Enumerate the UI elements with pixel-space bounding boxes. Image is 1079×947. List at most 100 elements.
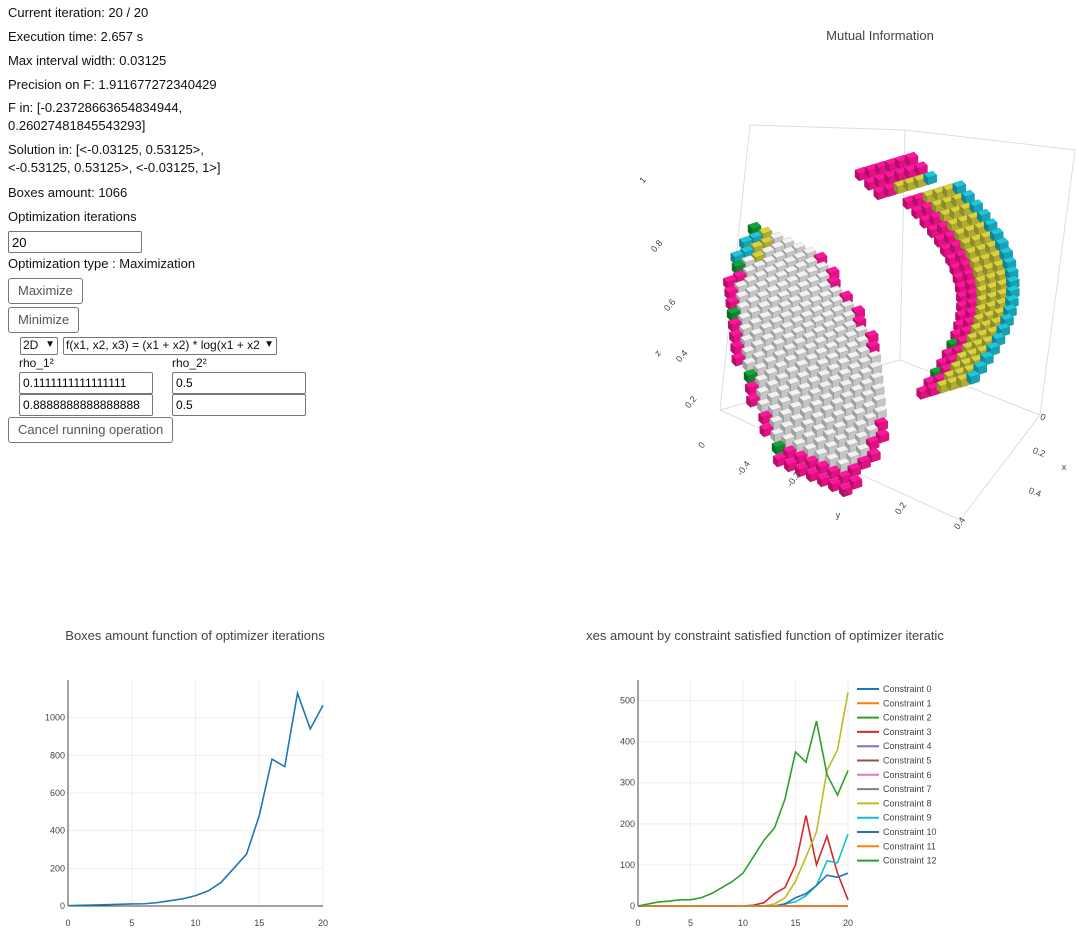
voxel-front	[913, 176, 918, 189]
x-tick-label: 0	[1039, 412, 1047, 423]
legend-label-9: Constraint 9	[883, 813, 932, 823]
voxel-front	[956, 376, 961, 388]
y-tick-label: 1000	[45, 713, 65, 723]
x-tick-label: 0.4	[1027, 485, 1042, 499]
chart1-title: Boxes amount function of optimizer itera…	[65, 628, 325, 643]
legend-label-12: Constraint 12	[883, 856, 937, 866]
y-tick-label: 100	[620, 860, 635, 870]
optimization-type: Optimization type : Maximization	[8, 256, 196, 271]
y-tick-label: -0.4	[735, 459, 752, 477]
voxel-front	[757, 400, 762, 413]
x-axis-label: x	[1062, 462, 1067, 472]
f-interval: F in: [-0.23728663654834944, 0.260274818…	[8, 100, 183, 133]
voxel-front	[745, 383, 750, 396]
optimization-iterations-input[interactable]	[8, 231, 142, 253]
voxel-front	[933, 236, 939, 248]
voxel-front	[903, 179, 908, 192]
y-tick-label: 0	[630, 901, 635, 911]
x-tick-label: 20	[318, 918, 328, 928]
voxel-front	[758, 413, 763, 426]
function-select-value: f(x1, x2, x3) = (x1 + x2) * log(x1 + x2	[66, 338, 260, 352]
voxel-front	[919, 217, 924, 229]
rho1-input-0[interactable]	[19, 372, 153, 394]
voxel-front	[773, 455, 778, 468]
z-tick-label: 0.2	[683, 394, 699, 410]
legend-label-7: Constraint 7	[883, 784, 932, 794]
maximize-button[interactable]: Maximize	[8, 278, 83, 304]
voxel-front	[839, 485, 844, 498]
voxel-front	[771, 443, 777, 455]
x-tick-label: 10	[738, 918, 748, 928]
function-select[interactable]: f(x1, x2, x3) = (x1 + x2) * log(x1 + x2 …	[63, 337, 277, 355]
boxes-amount: Boxes amount: 1066	[8, 185, 128, 200]
rho1-input-1[interactable]	[19, 394, 153, 416]
voxel-front	[926, 385, 931, 397]
voxel-front	[746, 395, 751, 408]
legend-label-3: Constraint 3	[883, 727, 932, 737]
solution-interval: Solution in: [<-0.03125, 0.53125>, <-0.5…	[8, 142, 221, 175]
x-tick-label: 10	[190, 918, 200, 928]
scene-grid-line	[899, 359, 1041, 416]
legend-label-0: Constraint 0	[883, 684, 932, 694]
z-tick-label: 0.6	[662, 297, 678, 313]
voxel-front	[936, 382, 941, 394]
y-axis-label: y	[836, 510, 841, 520]
voxel-front	[806, 470, 811, 483]
voxel-front	[966, 373, 971, 385]
max-interval-width: Max interval width: 0.03125	[8, 53, 167, 68]
x-tick-label: 15	[790, 918, 800, 928]
series-line-12	[637, 720, 849, 907]
x-tick-label: 0.2	[1031, 445, 1046, 459]
y-tick-label: 600	[50, 788, 65, 798]
rho2-input-0[interactable]	[172, 372, 306, 394]
y-tick-label: 200	[620, 819, 635, 829]
voxel-front	[731, 354, 736, 367]
execution-time: Execution time: 2.657 s	[8, 29, 144, 44]
voxel-front	[946, 379, 951, 391]
y-tick-label: 0	[840, 488, 851, 498]
precision-on-f: Precision on F: 1.911677272340429	[8, 77, 217, 92]
rho1-label: rho_1²	[19, 356, 54, 370]
minimize-button[interactable]: Minimize	[8, 307, 80, 333]
legend-label-5: Constraint 5	[883, 756, 932, 766]
legend-label-2: Constraint 2	[883, 713, 932, 723]
voxel-front	[784, 460, 789, 473]
z-tick-label: 0.4	[674, 348, 690, 364]
voxel-front	[940, 245, 945, 258]
optimization-iterations-label: Optimization iterations	[8, 209, 137, 224]
voxel-front	[927, 226, 932, 239]
voxel-front	[916, 388, 921, 400]
y-tick-label: 300	[620, 778, 635, 788]
voxel-front	[817, 475, 822, 488]
y-tick-label: 500	[620, 696, 635, 706]
scene-grid-line	[1039, 149, 1076, 416]
y-tick-label: 200	[50, 863, 65, 873]
y-tick-label: 800	[50, 750, 65, 760]
voxel-front	[770, 430, 775, 443]
voxel-front	[854, 169, 860, 182]
legend-label-1: Constraint 1	[883, 698, 932, 708]
scene-grid-line	[959, 414, 1041, 521]
scene3d-title: Mutual Information	[826, 28, 934, 43]
x-tick-label: 5	[129, 918, 134, 928]
legend-label-8: Constraint 8	[883, 798, 932, 808]
dimension-select[interactable]: 2D ▼	[20, 337, 58, 355]
x-tick-label: 0	[635, 918, 640, 928]
current-iteration: Current iteration: 20 / 20	[8, 5, 149, 20]
voxel-front	[893, 182, 898, 195]
y-tick-label: 400	[50, 826, 65, 836]
voxel-front	[828, 480, 833, 493]
rho2-input-1[interactable]	[172, 394, 306, 416]
scene-grid-line	[904, 129, 1076, 151]
x-tick-label: 20	[843, 918, 853, 928]
x-tick-label: 15	[254, 918, 264, 928]
dimension-select-value: 2D	[23, 338, 39, 352]
legend-label-6: Constraint 6	[883, 770, 932, 780]
z-tick-label: 0	[696, 440, 707, 450]
cancel-operation-button[interactable]: Cancel running operation	[8, 417, 174, 443]
voxel-front	[902, 198, 908, 210]
legend-label-11: Constraint 11	[883, 841, 936, 851]
